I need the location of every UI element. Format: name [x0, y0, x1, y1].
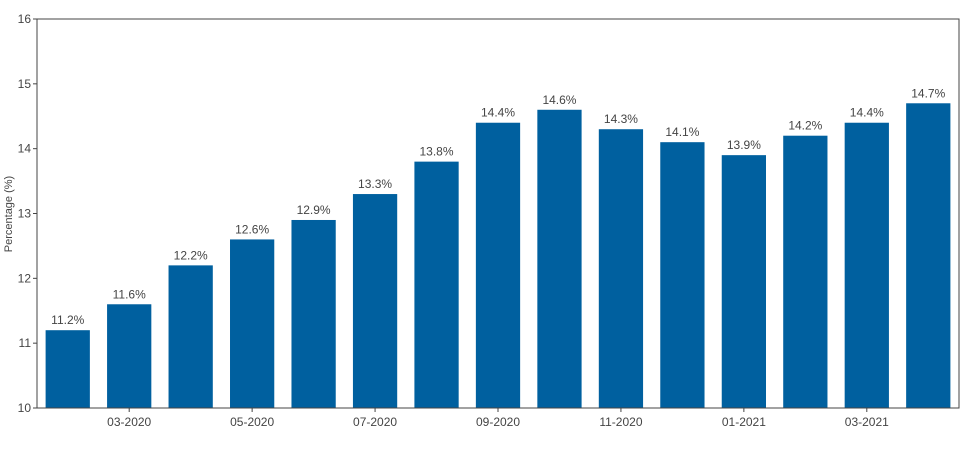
bar-08-2020 [414, 161, 459, 408]
x-tick-label-05-2020: 05-2020 [230, 415, 274, 429]
bar-10-2020 [537, 109, 582, 409]
bar-11-2020 [598, 129, 644, 408]
y-tick-label-12: 12 [18, 271, 32, 285]
plot-frame [36, 18, 960, 409]
bars-layer [45, 103, 951, 409]
data-label-07-2020: 13.3% [358, 177, 392, 191]
y-tick-label-16: 16 [18, 12, 32, 26]
bar-05-2020 [230, 239, 275, 408]
data-label-08-2020: 13.8% [420, 145, 454, 159]
x-tick-label-09-2020: 09-2020 [476, 415, 520, 429]
bar-06-2020 [291, 219, 336, 408]
data-label-04-2021: 14.7% [911, 86, 945, 100]
bar-01-2021 [721, 155, 766, 408]
data-label-02-2021: 14.2% [788, 119, 822, 133]
data-label-02-2020: 11.2% [51, 313, 84, 327]
x-tick-label-03-2020: 03-2020 [107, 415, 151, 429]
data-labels-layer: 11.2% 11.6% 12.2% 12.6% 12.9% 13.3% 13.8% 14.4%… [51, 86, 945, 327]
bar-07-2020 [352, 194, 398, 408]
bar-03-2021 [844, 122, 889, 408]
x-tick-label-03-2021: 03-2021 [845, 415, 889, 429]
y-tick-label-14: 14 [18, 142, 32, 156]
data-label-12-2020: 14.1% [665, 125, 699, 139]
x-axis-ticks: 03-2020 05-2020 07-2020 09-2020 11-2020 01-20… [107, 408, 889, 429]
data-label-11-2020: 14.3% [604, 112, 638, 126]
y-tick-label-10: 10 [18, 401, 32, 415]
bar-09-2020 [475, 122, 521, 408]
y-axis-title: Percentage (%) [3, 176, 15, 252]
x-tick-label-07-2020: 07-2020 [353, 415, 397, 429]
data-label-05-2020: 12.6% [235, 222, 269, 236]
data-label-06-2020: 12.9% [297, 203, 331, 217]
data-label-09-2020: 14.4% [481, 106, 515, 120]
y-tick-label-11: 11 [19, 336, 32, 350]
x-tick-label-11-2020: 11-2020 [599, 415, 642, 429]
data-label-01-2021: 13.9% [727, 138, 761, 152]
y-tick-label-13: 13 [18, 207, 32, 221]
x-tick-label-01-2021: 01-2021 [722, 415, 766, 429]
data-label-04-2020: 12.2% [174, 248, 208, 262]
y-axis-ticks: 10 11 12 13 14 15 16 [18, 12, 37, 415]
data-label-03-2021: 14.4% [850, 106, 884, 120]
bar-03-2020 [107, 304, 152, 408]
bar-02-2021 [783, 135, 828, 408]
data-label-03-2020: 11.6% [113, 287, 146, 301]
bar-02-2020 [45, 330, 90, 408]
bar-12-2020 [660, 142, 705, 408]
y-tick-label-15: 15 [18, 77, 32, 91]
bar-04-2021 [906, 103, 951, 408]
bar-04-2020 [168, 265, 213, 408]
data-label-10-2020: 14.6% [542, 93, 576, 107]
